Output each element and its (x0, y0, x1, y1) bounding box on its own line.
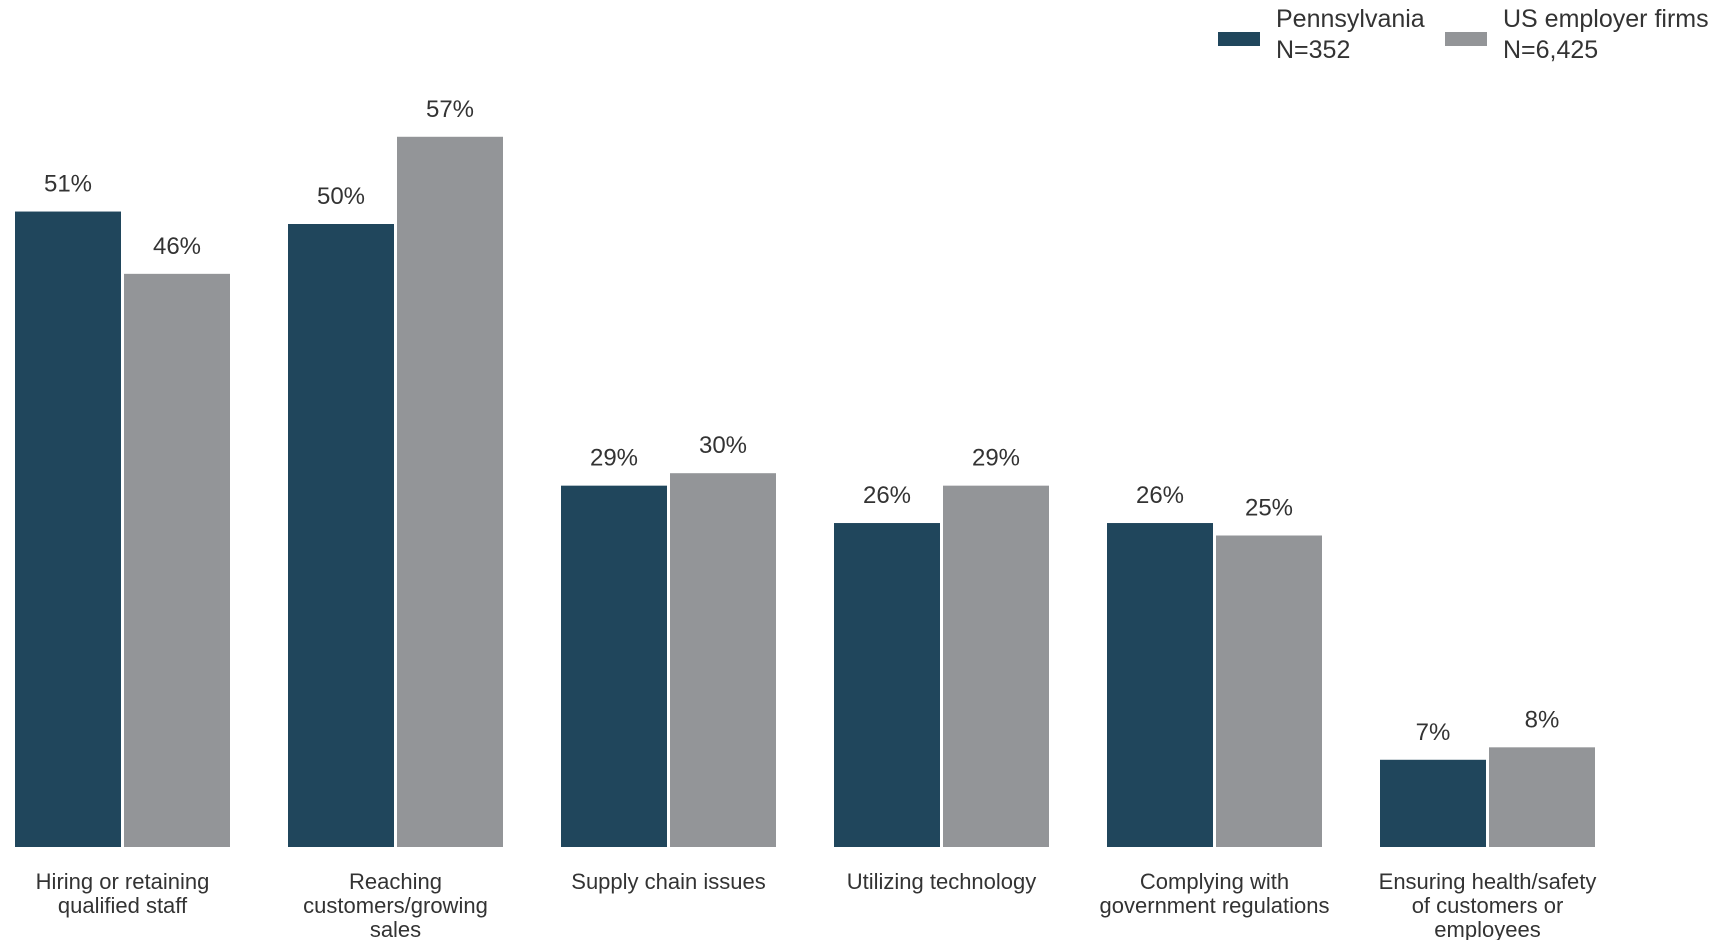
category-label-2-line-0: Supply chain issues (571, 869, 765, 894)
value-label-pennsylvania-3: 26% (863, 482, 911, 509)
value-label-pennsylvania-0: 51% (44, 171, 92, 198)
category-label-2: Supply chain issues (571, 869, 765, 894)
category-label-5-line-0: Ensuring health/safety (1379, 869, 1597, 894)
bars-group (15, 136, 1595, 848)
category-label-1: Reaching customers/growing sales (303, 869, 488, 940)
value-label-pennsylvania-1: 50% (317, 183, 365, 210)
bar-us-employer-firms-1 (397, 136, 503, 847)
legend-item-us-employer-firms: US employer firms N=6,425 (1445, 4, 1709, 66)
category-label-5: Ensuring health/safety of customers or emp… (1379, 869, 1597, 940)
bar-pennsylvania-0 (15, 211, 121, 848)
category-label-0: Hiring or retaining qualified staff (36, 869, 210, 918)
legend-us: US employer firms N=6,425 (1445, 4, 1709, 66)
value-label-us-employer-firms-4: 25% (1245, 495, 1293, 522)
category-label-3: Utilizing technology (847, 869, 1037, 894)
category-label-3-line-0: Utilizing technology (847, 869, 1037, 894)
value-label-pennsylvania-5: 7% (1416, 719, 1451, 746)
value-label-pennsylvania-2: 29% (590, 445, 638, 472)
bar-us-employer-firms-2 (670, 473, 776, 847)
category-label-5-line-1: of customers or (1412, 893, 1564, 918)
category-label-4: Complying with government regulations (1100, 869, 1330, 918)
value-label-pennsylvania-4: 26% (1136, 482, 1184, 509)
legend: Pennsylvania N=352 (1218, 4, 1425, 66)
bar-pennsylvania-5 (1380, 759, 1486, 847)
bar-us-employer-firms-0 (124, 273, 230, 848)
bar-us-employer-firms-3 (943, 485, 1049, 847)
legend-sample-pennsylvania: N=352 (1276, 36, 1351, 64)
legend-item-pennsylvania: Pennsylvania N=352 (1218, 4, 1425, 66)
category-label-1-line-2: sales (370, 917, 421, 940)
value-label-us-employer-firms-0: 46% (153, 233, 201, 260)
bar-us-employer-firms-4 (1216, 535, 1322, 847)
category-label-0-line-1: qualified staff (58, 893, 188, 918)
value-label-us-employer-firms-2: 30% (699, 432, 747, 459)
category-label-4-line-1: government regulations (1100, 893, 1330, 918)
value-label-us-employer-firms-5: 8% (1525, 706, 1560, 733)
bar-pennsylvania-3 (834, 523, 940, 847)
legend-label-pennsylvania: Pennsylvania (1276, 5, 1425, 33)
bar-pennsylvania-1 (288, 224, 394, 847)
legend-sample-us-employer-firms: N=6,425 (1503, 36, 1599, 64)
category-label-0-line-0: Hiring or retaining (36, 869, 210, 894)
bar-pennsylvania-2 (561, 485, 667, 847)
category-label-4-line-0: Complying with (1140, 869, 1289, 894)
legend-swatch-us-employer-firms (1445, 32, 1487, 46)
bar-pennsylvania-4 (1107, 523, 1213, 847)
category-labels-group: Hiring or retaining qualified staff Reachi… (36, 869, 1597, 940)
legend-label-us-employer-firms: US employer firms (1503, 5, 1709, 33)
bar-us-employer-firms-5 (1489, 747, 1595, 847)
value-label-us-employer-firms-3: 29% (972, 445, 1020, 472)
category-label-1-line-1: customers/growing (303, 893, 488, 918)
category-label-1-line-0: Reaching (349, 869, 442, 894)
value-labels-group: 51% 46% 50% 57% 29% 30% 26% 29% 26% 25% 7% 8% (44, 96, 1559, 746)
legend-swatch-pennsylvania (1218, 32, 1260, 46)
value-label-us-employer-firms-1: 57% (426, 96, 474, 123)
category-label-5-line-2: employees (1434, 917, 1540, 940)
